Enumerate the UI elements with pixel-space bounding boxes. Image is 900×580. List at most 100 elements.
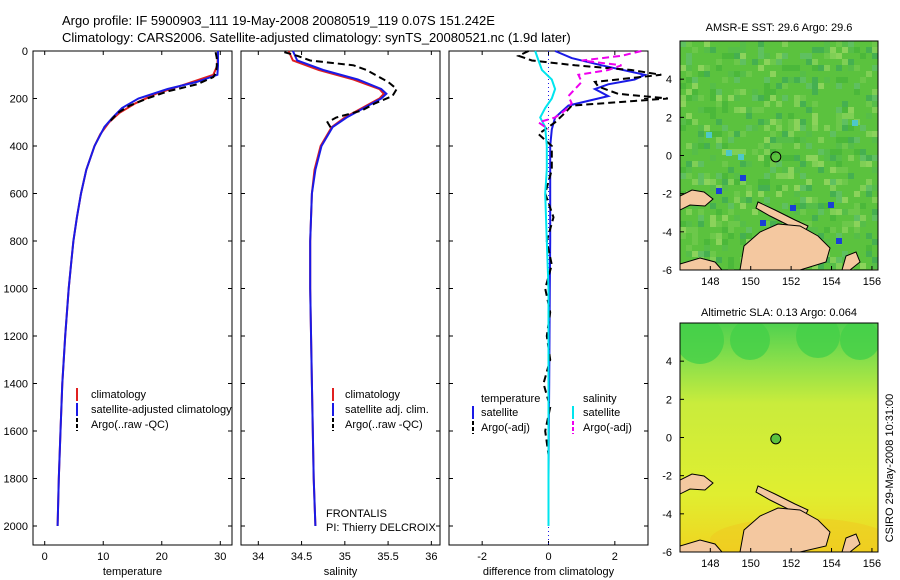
sst-pixel (872, 137, 878, 143)
sst-pixel (788, 125, 794, 131)
sst-pixel (692, 239, 698, 245)
sst-pixel (788, 137, 794, 143)
sst-pixel (776, 83, 782, 89)
sst-pixel (854, 233, 860, 239)
sst-pixel (722, 173, 728, 179)
sst-pixel (782, 167, 788, 173)
sst-pixel (758, 53, 764, 59)
y-tick-label: 0 (22, 46, 28, 58)
sst-pixel (848, 143, 854, 149)
sst-pixel (710, 95, 716, 101)
sst-pixel (698, 173, 704, 179)
sst-pixel (848, 113, 854, 119)
sst-pixel (806, 155, 812, 161)
sst-pixel (866, 71, 872, 77)
sst-pixel (854, 191, 860, 197)
sst-pixel (830, 257, 836, 263)
sst-pixel (788, 65, 794, 71)
sst-pixel (824, 125, 830, 131)
sst-pixel (842, 251, 848, 257)
sst-pixel (782, 41, 788, 47)
sst-pixel (860, 185, 866, 191)
sst-pixel (770, 95, 776, 101)
difference-panel: -2 0 2 difference from climatology temperatu… (448, 50, 668, 578)
sst-pixel (686, 251, 692, 257)
sst-pixel (824, 47, 830, 53)
sst-pixel (752, 125, 758, 131)
sst-pixel (836, 125, 842, 131)
y-tick-label: 800 (10, 236, 28, 248)
sst-pixel (764, 95, 770, 101)
sst-pixel (758, 119, 764, 125)
sst-pixel (806, 53, 812, 59)
sst-pixel (734, 179, 740, 185)
sst-pixel (854, 65, 860, 71)
sla-landmass (680, 539, 723, 552)
sst-pixel (842, 197, 848, 203)
sst-pixel (698, 251, 704, 257)
y-tick-label: 1600 (4, 426, 28, 438)
sst-pixel (686, 161, 692, 167)
sst-pixel (800, 101, 806, 107)
sst-pixel (770, 149, 776, 155)
sla-blob (680, 323, 724, 364)
sst-pixel (788, 155, 794, 161)
plot-frame (32, 50, 233, 546)
sst-pixel (818, 203, 824, 209)
sst-pixel (782, 203, 788, 209)
sst-pixel (854, 209, 860, 215)
sst-pixel (836, 83, 842, 89)
sst-pixel (866, 191, 872, 197)
sst-pixel (794, 119, 800, 125)
sst-pixel (830, 53, 836, 59)
sst-pixel (740, 239, 746, 245)
sst-pixel (734, 71, 740, 77)
map-y-tick-label: 0 (666, 433, 672, 445)
sst-pixel (830, 167, 836, 173)
sst-pixel (854, 215, 860, 221)
sst-pixel (842, 179, 848, 185)
sst-pixel (836, 77, 842, 83)
sst-pixel (758, 47, 764, 53)
sst-pixel (704, 239, 710, 245)
sst-pixel (776, 53, 782, 59)
sst-pixel (692, 161, 698, 167)
sst-pixel (872, 89, 878, 95)
series-line (284, 51, 399, 130)
credit-line2: PI: Thierry DELCROIX (326, 522, 436, 534)
sst-pixel (800, 203, 806, 209)
sst-pixel (866, 155, 872, 161)
sst-pixel (758, 65, 764, 71)
sst-pixel (854, 149, 860, 155)
sst-pixel (872, 185, 878, 191)
sst-pixel (770, 143, 776, 149)
sst-pixel (824, 41, 830, 47)
sst-pixel (854, 137, 860, 143)
x-tick-label: 34 (252, 551, 264, 563)
sst-pixel (758, 95, 764, 101)
sst-pixel (812, 47, 818, 53)
sst-pixel (782, 65, 788, 71)
sst-pixel (830, 179, 836, 185)
sst-pixel (872, 167, 878, 173)
legend-label: Argo(..raw -QC) (91, 419, 169, 431)
sst-pixel (740, 41, 746, 47)
sst-pixel (830, 191, 836, 197)
series-line (534, 50, 557, 526)
sst-pixel (830, 47, 836, 53)
sst-pixel (794, 203, 800, 209)
sst-pixel (854, 83, 860, 89)
sst-pixel (716, 143, 722, 149)
sla-map-axes: 148 150 152 154 156 -6 -4 -2 0 2 4 (662, 356, 881, 570)
sst-pixel (740, 131, 746, 137)
sst-pixel (854, 203, 860, 209)
sst-pixel (680, 95, 686, 101)
sst-pixel (800, 119, 806, 125)
sst-pixel (866, 95, 872, 101)
sst-pixel (770, 137, 776, 143)
sst-pixel (824, 155, 830, 161)
sst-pixel (764, 173, 770, 179)
sst-pixel (758, 107, 764, 113)
sst-pixel (842, 77, 848, 83)
sla-blob (730, 323, 770, 360)
